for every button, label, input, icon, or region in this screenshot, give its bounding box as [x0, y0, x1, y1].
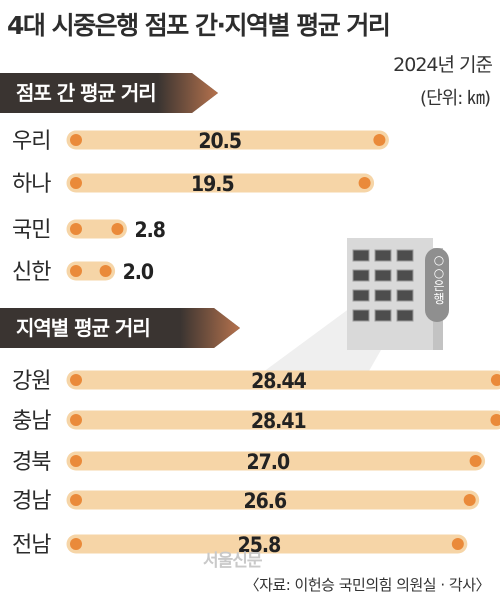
branch-bar-end-dot [99, 265, 112, 277]
region-category-label: 강원 [12, 369, 50, 394]
branch-bar-start-dot [70, 177, 82, 189]
region-value-label: 26.6 [244, 489, 287, 513]
region-category-label: 경남 [12, 489, 51, 514]
region-category-label: 전남 [12, 533, 51, 558]
branch-value-label: 2.0 [123, 260, 154, 284]
year-note: 2024년 기준 [393, 54, 493, 76]
region-category-label: 충남 [12, 409, 51, 434]
region-bar-start-dot [70, 374, 82, 386]
branch-bar [66, 130, 389, 150]
branch-section-title: 점포 간 평균 거리 [16, 81, 156, 105]
branch-category-label: 신한 [12, 260, 51, 285]
branch-category-label: 하나 [12, 172, 51, 197]
branch-category-label: 국민 [12, 218, 50, 243]
region-bar [66, 534, 468, 554]
branch-bar-end-dot [358, 177, 371, 189]
source-note: 〈자료: 이헌승 국민의힘 의원실 · 각사〉 [244, 576, 491, 594]
region-bar-end-dot [490, 374, 500, 386]
region-value-label: 25.8 [238, 533, 281, 557]
region-bar [66, 410, 500, 430]
region-category-label: 경북 [12, 450, 51, 475]
region-bar [66, 451, 486, 471]
region-bar-start-dot [70, 538, 82, 550]
region-bar-end-dot [469, 455, 482, 467]
region-bar-start-dot [70, 455, 82, 467]
unit-note: (단위: ㎞) [420, 88, 491, 109]
region-bar-end-dot [490, 414, 500, 426]
region-section-title: 지역별 평균 거리 [16, 316, 150, 340]
branch-bar-start-dot [70, 223, 82, 235]
region-value-label: 28.44 [251, 369, 307, 393]
branch-bar-start-dot [70, 265, 82, 277]
branch-value-label: 19.5 [191, 172, 234, 196]
region-bar [66, 370, 500, 390]
region-bar-start-dot [70, 414, 82, 426]
branch-bar-end-dot [111, 223, 124, 235]
region-bar-end-dot [463, 494, 476, 506]
branch-bar [66, 173, 375, 193]
bank-sign-label: ○○은행 [433, 253, 445, 306]
branch-bar-end-dot [373, 134, 386, 146]
region-value-label: 27.0 [246, 450, 289, 474]
region-bar-start-dot [70, 494, 82, 506]
region-value-label: 28.41 [251, 409, 306, 433]
branch-section-banner: 점포 간 평균 거리 [0, 73, 218, 113]
branch-value-label: 2.8 [134, 218, 164, 242]
branch-bar-start-dot [70, 134, 82, 146]
page-title: 4대 시중은행 점포 간·지역별 평균 거리 [7, 11, 391, 40]
branch-bar [66, 219, 127, 239]
bank-building-icon [255, 238, 449, 378]
region-section-banner: 지역별 평균 거리 [0, 308, 240, 348]
watermark: 서울신문 [203, 551, 263, 571]
region-bar [66, 490, 480, 510]
branch-value-label: 20.5 [198, 129, 241, 153]
region-bar-end-dot [451, 538, 464, 550]
branch-category-label: 우리 [12, 129, 50, 154]
